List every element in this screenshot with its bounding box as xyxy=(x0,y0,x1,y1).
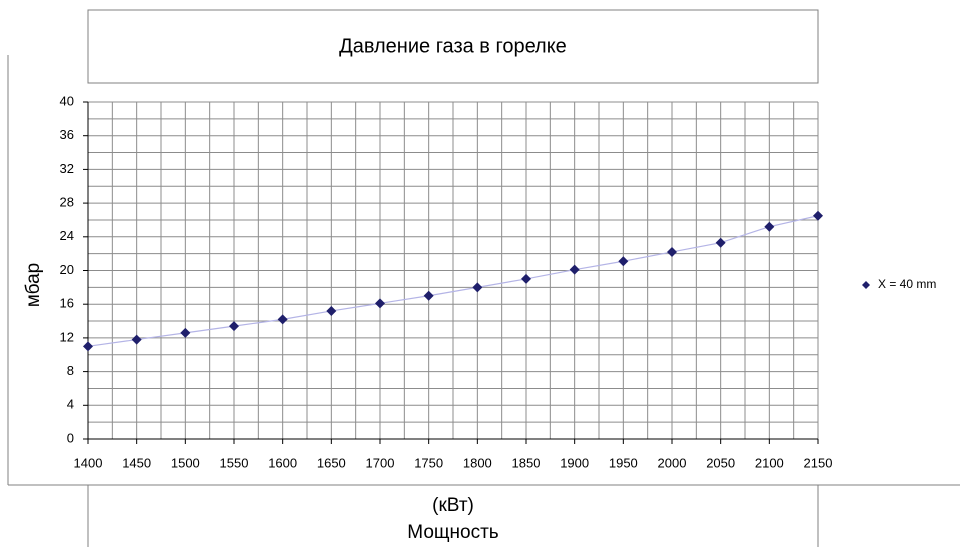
x-tick-label: 1700 xyxy=(366,455,395,470)
y-tick-label: 28 xyxy=(60,195,74,210)
data-point xyxy=(667,246,677,257)
data-point xyxy=(229,321,239,332)
data-point xyxy=(423,290,434,301)
y-tick-label: 40 xyxy=(60,93,74,108)
x-tick-label: 1550 xyxy=(220,455,249,470)
data-point xyxy=(764,221,775,232)
y-tick-label: 12 xyxy=(60,329,74,344)
x-tick-label: 1750 xyxy=(414,455,443,470)
x-tick-label: 1650 xyxy=(317,455,346,470)
x-tick-label: 1500 xyxy=(171,455,200,470)
chart-title: Давление газа в горелке xyxy=(339,35,567,57)
x-tick-label: 1950 xyxy=(609,455,638,470)
x-tick-label: 2100 xyxy=(755,455,784,470)
data-point xyxy=(277,314,288,325)
data-point xyxy=(326,305,337,316)
xlabel-box xyxy=(87,484,819,547)
data-point xyxy=(375,298,385,309)
y-tick-label: 0 xyxy=(67,430,74,445)
legend-marker xyxy=(862,281,870,289)
y-tick-label: 36 xyxy=(60,127,74,142)
x-tick-label: 1400 xyxy=(74,455,103,470)
x-tick-label: 1800 xyxy=(463,455,492,470)
y-tick-label: 20 xyxy=(60,262,74,277)
y-tick-label: 24 xyxy=(60,228,74,243)
y-axis-label: мбар xyxy=(23,263,44,307)
x-tick-label: 2150 xyxy=(804,455,833,470)
data-point xyxy=(83,341,93,352)
y-tick-label: 4 xyxy=(67,397,74,412)
x-tick-label: 1850 xyxy=(512,455,541,470)
x-tick-label: 1450 xyxy=(122,455,151,470)
data-point xyxy=(131,334,142,345)
x-tick-label: 2050 xyxy=(706,455,735,470)
data-point xyxy=(569,264,580,275)
data-point xyxy=(472,282,483,293)
title-box xyxy=(87,9,819,84)
x-tick-label: 1900 xyxy=(560,455,589,470)
y-tick-label: 8 xyxy=(67,363,74,378)
y-tick-label: 32 xyxy=(60,161,74,176)
data-point xyxy=(521,273,531,284)
x-tick-label: 2000 xyxy=(658,455,687,470)
data-point xyxy=(618,256,629,267)
x-axis-label: (кВт) xyxy=(432,495,474,516)
data-point xyxy=(715,237,726,248)
series-line xyxy=(87,215,819,347)
y-tick-label: 16 xyxy=(60,296,74,311)
x-axis-label: Мощность xyxy=(407,522,499,543)
legend-label: X = 40 mm xyxy=(878,277,936,291)
data-point xyxy=(813,210,823,221)
x-tick-label: 1600 xyxy=(268,455,297,470)
data-point xyxy=(180,327,191,338)
